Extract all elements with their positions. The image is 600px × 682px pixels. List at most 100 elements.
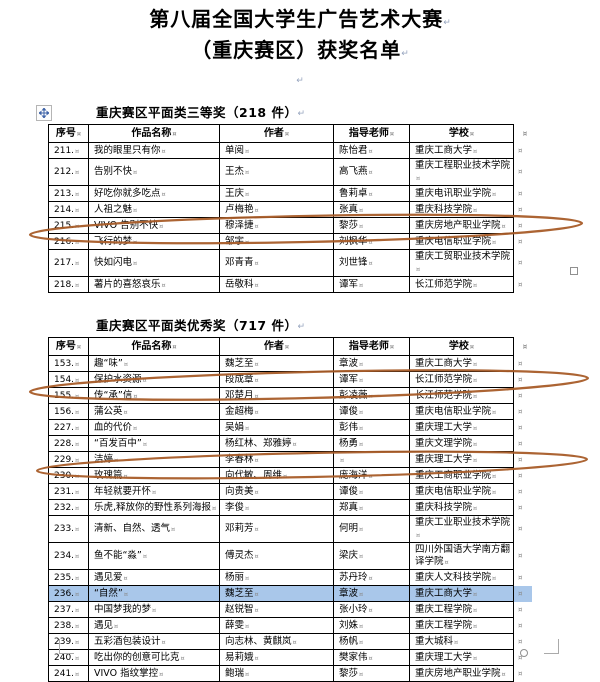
table-cell: 梁庆¤ bbox=[333, 542, 410, 570]
table-move-handle[interactable] bbox=[36, 105, 52, 121]
table-cell: 重庆工商大学¤ bbox=[409, 142, 514, 159]
table-cell: 好吃你就多吃点¤ bbox=[88, 185, 220, 202]
table-cell: 重大城科¤ bbox=[409, 633, 514, 650]
cell-end-mark-icon: ¤ bbox=[254, 259, 259, 267]
table-cell: 215.¤ bbox=[48, 217, 89, 234]
table-cell: 重庆文理学院¤ bbox=[409, 435, 514, 452]
table-cell: 刘枫华¤ bbox=[333, 233, 410, 250]
cell-end-mark-icon: ¤ bbox=[359, 407, 364, 416]
table-cell: “自然”¤ bbox=[88, 585, 220, 602]
title-line-1: 第八届全国大学生广告艺术大赛 bbox=[149, 7, 444, 31]
table-cell: 长江师范学院¤ bbox=[409, 371, 514, 388]
row-end-mark-icon: ¤ bbox=[518, 407, 523, 416]
cell-end-mark-icon: ¤ bbox=[473, 375, 478, 384]
table-cell: 227.¤ bbox=[48, 419, 89, 436]
document-title: 第八届全国大学生广告艺术大赛↵ （重庆赛区）获奖名单↵ bbox=[0, 6, 600, 68]
table-cell: 228.¤ bbox=[48, 435, 89, 452]
cell-end-mark-icon: ¤ bbox=[416, 174, 421, 182]
table-row: 153.¤ 趣“味”¤ 魏芝至¤ 章波¤ 重庆工商大学¤ ¤ bbox=[48, 355, 533, 372]
cell-end-mark-icon: ¤ bbox=[76, 129, 82, 138]
cell-end-mark-icon: ¤ bbox=[75, 552, 80, 560]
cell-end-mark-icon: ¤ bbox=[75, 259, 80, 267]
cell-end-mark-icon: ¤ bbox=[473, 439, 478, 448]
section-caption: 重庆赛区平面类三等奖（218 件） bbox=[96, 105, 298, 120]
cell-end-mark-icon: ¤ bbox=[254, 391, 259, 400]
cell-end-mark-icon: ¤ bbox=[161, 189, 166, 198]
cell-end-mark-icon: ¤ bbox=[75, 237, 80, 246]
table-cell: 李俊¤ bbox=[219, 499, 334, 516]
table-cell: 樊家伟¤ bbox=[333, 649, 410, 666]
table-cell: 杨丽¤ bbox=[219, 569, 334, 586]
cell-end-mark-icon: ¤ bbox=[359, 503, 364, 512]
cell-end-mark-icon: ¤ bbox=[469, 129, 475, 138]
table-cell: 向贵美¤ bbox=[219, 483, 334, 500]
cell-end-mark-icon: ¤ bbox=[254, 221, 259, 230]
table-cell: 卢梅艳¤ bbox=[219, 201, 334, 218]
table-cell: 鱼不能“淼”¤ bbox=[88, 542, 220, 570]
cell-end-mark-icon: ¤ bbox=[161, 146, 166, 155]
row-end-mark-icon: ¤ bbox=[518, 669, 523, 678]
cell-end-mark-icon: ¤ bbox=[76, 342, 82, 351]
cell-end-mark-icon: ¤ bbox=[161, 637, 166, 646]
table-row: 217.¤ 快如闪电¤ 邓青青¤ 刘世锋¤ 重庆工贸职业技术学院¤ ¤ bbox=[48, 249, 533, 277]
table-cell: 重庆电信职业学院¤ bbox=[409, 233, 514, 250]
table-cell: 张小玲¤ bbox=[333, 601, 410, 618]
table-cell: 154.¤ bbox=[48, 371, 89, 388]
table-cell: 218.¤ bbox=[48, 276, 89, 293]
table-cell: 四川外国语大学南方翻译学院¤ bbox=[409, 542, 514, 570]
cell-end-mark-icon: ¤ bbox=[368, 605, 373, 614]
cell-end-mark-icon: ¤ bbox=[123, 407, 128, 416]
cell-end-mark-icon: ¤ bbox=[75, 189, 80, 198]
table-cell: 重庆电讯职业学院¤ bbox=[409, 185, 514, 202]
table-cell: 重庆工业职业技术学院¤ bbox=[409, 515, 514, 543]
column-header: 作品名称¤ bbox=[88, 337, 220, 356]
cell-end-mark-icon: ¤ bbox=[254, 375, 259, 384]
cell-end-mark-icon: ¤ bbox=[75, 471, 80, 480]
column-header: 序号¤ bbox=[48, 124, 89, 143]
cell-end-mark-icon: ¤ bbox=[245, 503, 250, 512]
table-cell: 谭俊¤ bbox=[333, 403, 410, 420]
cell-end-mark-icon: ¤ bbox=[359, 552, 364, 560]
cell-end-mark-icon: ¤ bbox=[123, 471, 128, 480]
cell-end-mark-icon: ¤ bbox=[172, 342, 177, 351]
cell-end-mark-icon: ¤ bbox=[133, 237, 138, 246]
cell-end-mark-icon: ¤ bbox=[368, 471, 373, 480]
table-cell: 清新、自然、透气¤ bbox=[88, 515, 220, 543]
paragraph-mark-icon: ↵ bbox=[443, 18, 451, 28]
table-row: 214.¤ 人祖之魅¤ 卢梅艳¤ 张真¤ 重庆科技学院¤ ¤ bbox=[48, 201, 533, 218]
cell-end-mark-icon: ¤ bbox=[368, 573, 373, 582]
table-resize-handle[interactable] bbox=[570, 267, 578, 275]
cell-end-mark-icon: ¤ bbox=[245, 168, 250, 176]
cell-end-mark-icon: ¤ bbox=[473, 455, 478, 464]
cell-end-mark-icon: ¤ bbox=[180, 653, 185, 662]
row-end-mark-icon: ¤ bbox=[518, 637, 523, 646]
table-row: 216.¤ 飞行的梦¤ 邹宇¤ 刘枫华¤ 重庆电信职业学院¤ ¤ bbox=[48, 233, 533, 250]
cell-end-mark-icon: ¤ bbox=[469, 342, 475, 351]
cell-end-mark-icon: ¤ bbox=[254, 280, 259, 289]
excellence-award-table: 序号¤ 作品名称¤ 作者¤ 指导老师¤ 学校¤ ¤ 153.¤ 趣“味”¤ 魏芝至¤ 章波¤ 重庆工… bbox=[48, 337, 533, 682]
table-cell: 邹宇¤ bbox=[219, 233, 334, 250]
table-cell: 傅灵杰¤ bbox=[219, 542, 334, 570]
cell-end-mark-icon: ¤ bbox=[492, 189, 497, 198]
row-end-mark-icon: ¤ bbox=[518, 621, 523, 630]
table-cell: 232.¤ bbox=[48, 499, 89, 516]
table-cell: 重庆理工大学¤ bbox=[409, 419, 514, 436]
cell-end-mark-icon: ¤ bbox=[492, 237, 497, 246]
table-cell: 岳敬科¤ bbox=[219, 276, 334, 293]
row-end-mark-icon: ¤ bbox=[518, 375, 523, 384]
cell-end-mark-icon: ¤ bbox=[340, 455, 345, 464]
table-cell: 章波¤ bbox=[333, 355, 410, 372]
table-header-row: 序号¤ 作品名称¤ 作者¤ 指导老师¤ 学校¤ ¤ bbox=[48, 124, 533, 143]
column-header: 指导老师¤ bbox=[333, 337, 410, 356]
title-line-2: （重庆赛区）获奖名单 bbox=[191, 38, 402, 62]
cell-end-mark-icon: ¤ bbox=[171, 525, 176, 533]
table-cell: 何明¤ bbox=[333, 515, 410, 543]
table-cell: 刘世锋¤ bbox=[333, 249, 410, 277]
table-cell: 153.¤ bbox=[48, 355, 89, 372]
cell-end-mark-icon: ¤ bbox=[75, 407, 80, 416]
table-cell: 刘姝¤ bbox=[333, 617, 410, 634]
table-cell: ¤ bbox=[333, 451, 410, 468]
table-cell: 向代敏、周维¤ bbox=[219, 467, 334, 484]
table-row: 236.¤ “自然”¤ 魏芝至¤ 章波¤ 重庆工商大学¤ ¤ bbox=[48, 585, 533, 602]
column-header: 序号¤ bbox=[48, 337, 89, 356]
